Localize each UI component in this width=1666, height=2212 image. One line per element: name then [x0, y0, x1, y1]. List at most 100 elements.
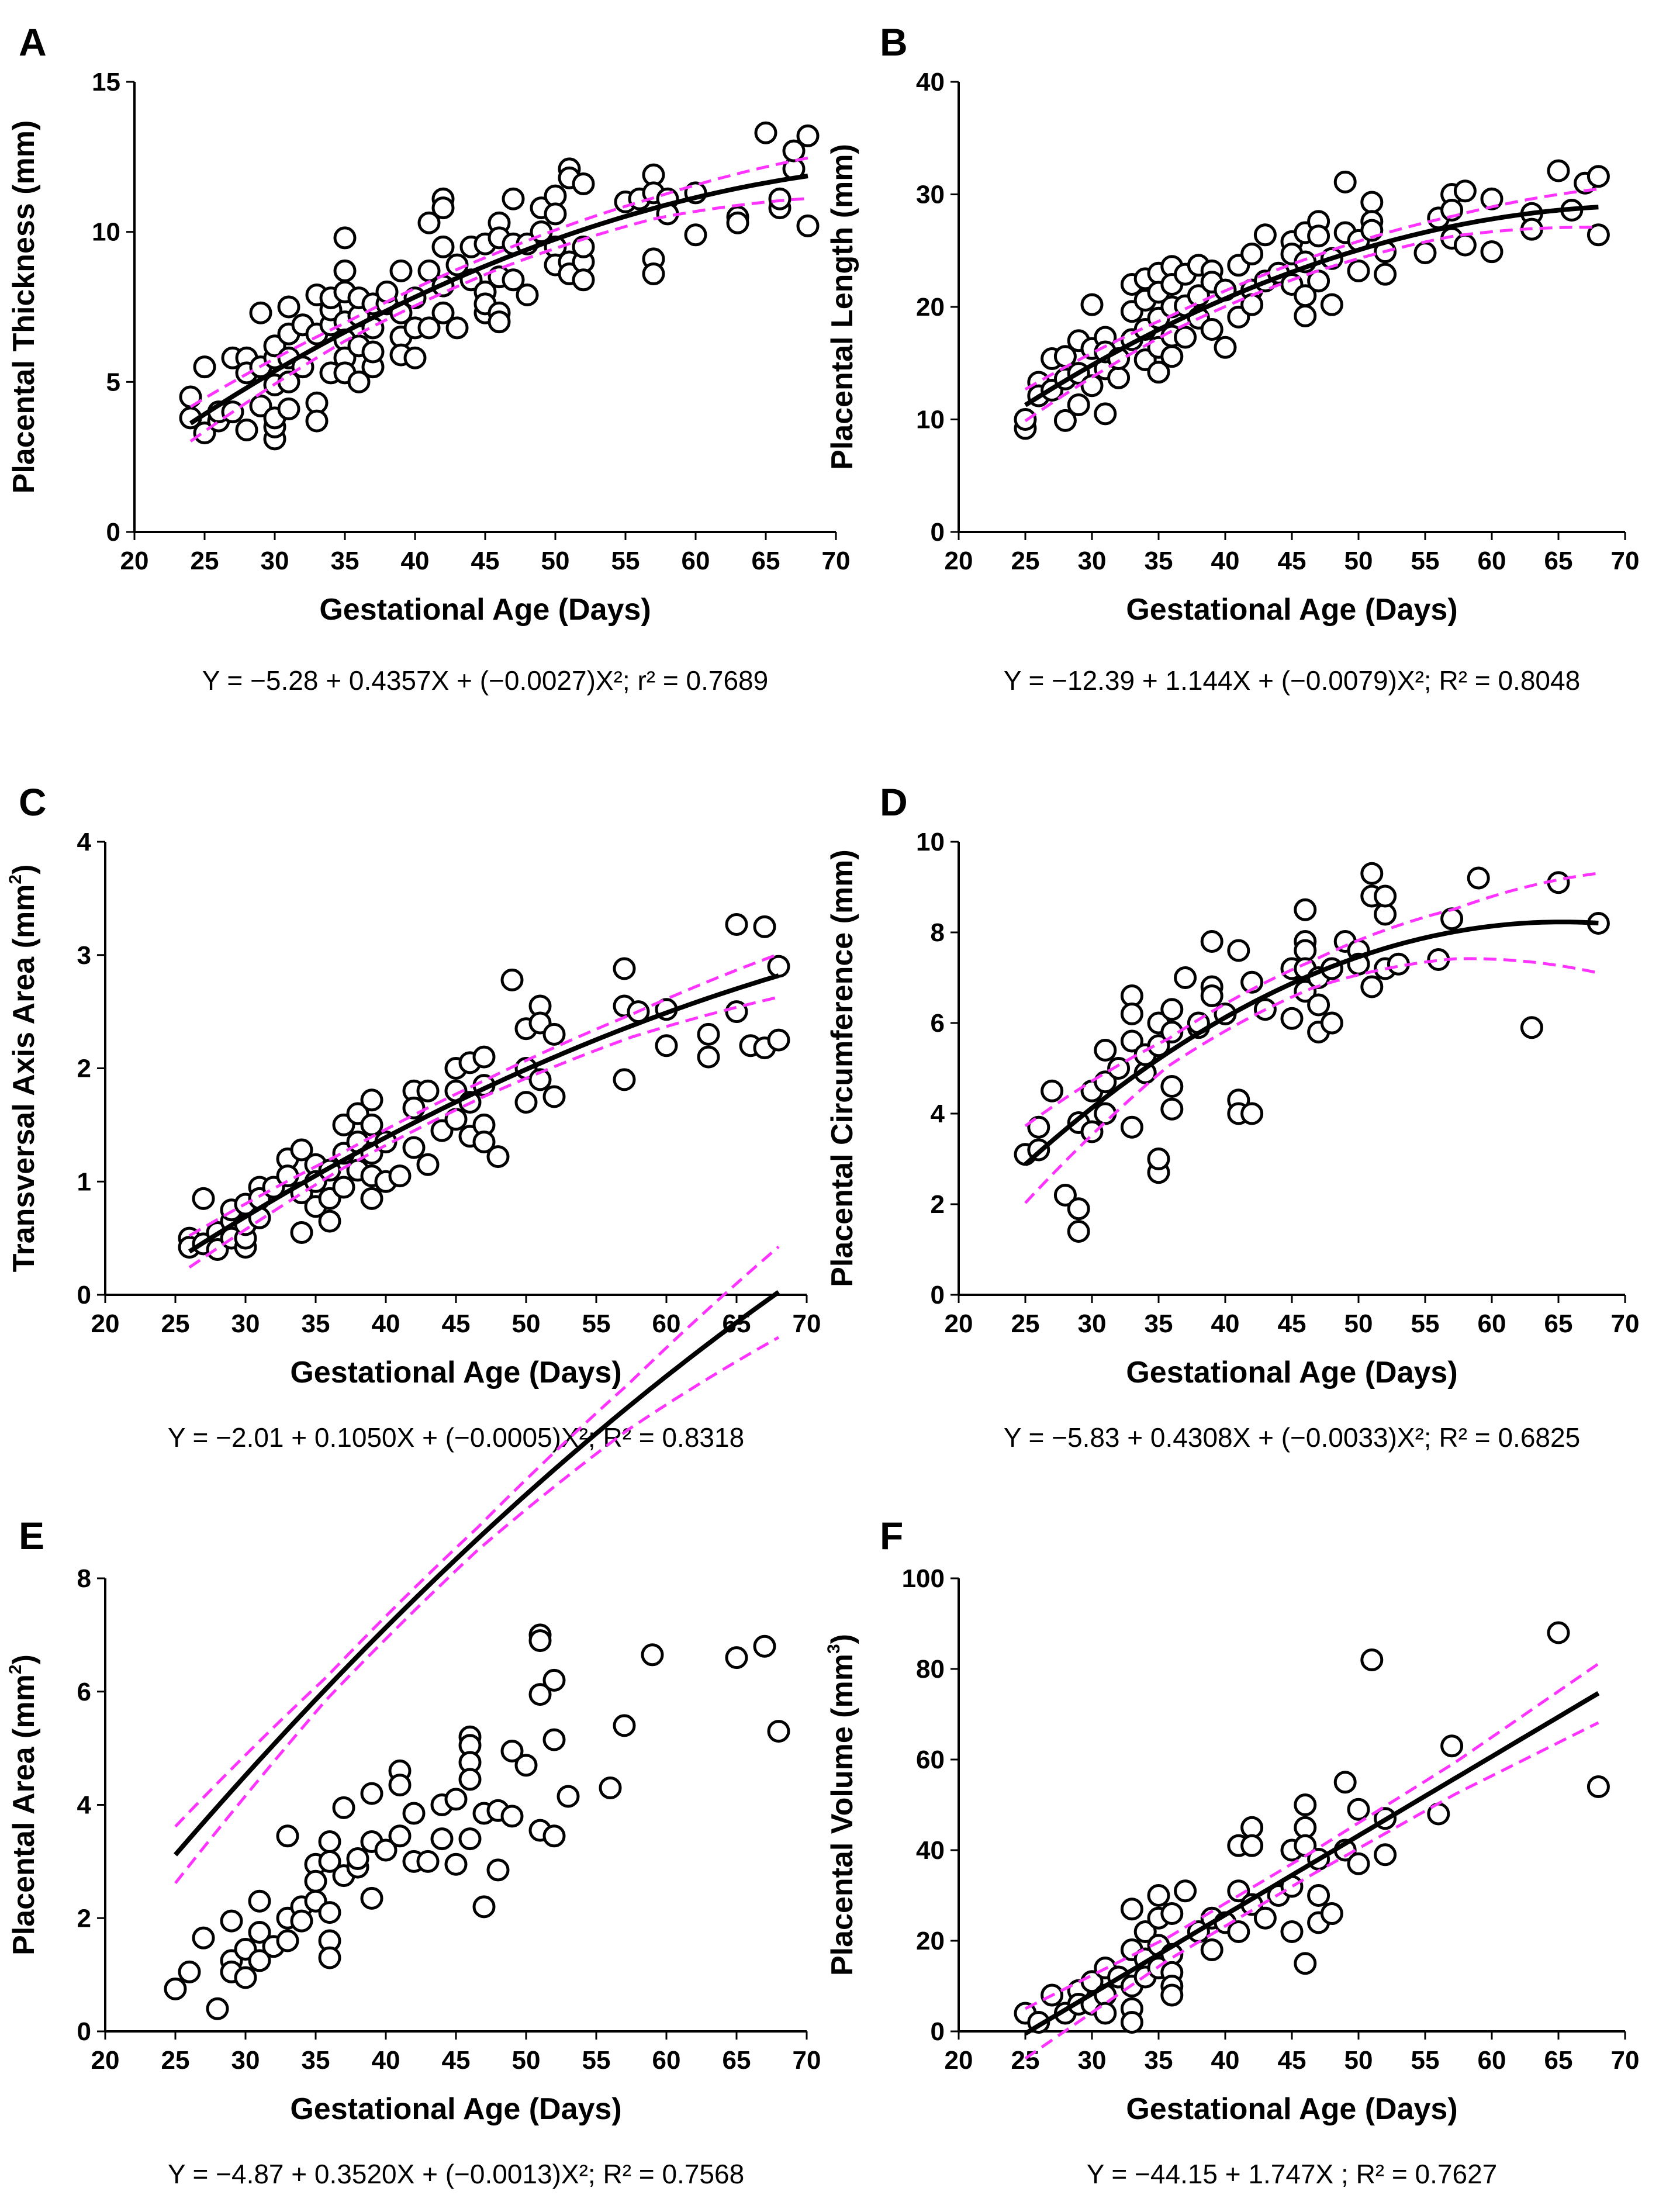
- data-point: [1120, 1029, 1143, 1053]
- y-tick-label: 60: [916, 1746, 945, 1774]
- data-point: [290, 1221, 313, 1244]
- y-axis-title-close: ): [7, 1654, 41, 1664]
- data-point: [641, 1643, 664, 1667]
- y-axis-title-text: Placental Length (mm): [825, 144, 859, 470]
- x-tick-label: 70: [1611, 2046, 1640, 2075]
- regression-equation: Y = −2.01 + 0.1050X + (−0.0005)X²; R² = …: [168, 1422, 744, 1453]
- data-point: [753, 1634, 776, 1658]
- x-tick-label: 60: [652, 1309, 681, 1338]
- data-point: [1080, 1120, 1104, 1143]
- x-axis-title: Gestational Age (Days): [290, 2092, 621, 2126]
- data-point: [1147, 1884, 1170, 1907]
- data-point: [486, 1858, 510, 1882]
- data-point: [1240, 243, 1264, 266]
- x-tick-label: 30: [1078, 1309, 1107, 1338]
- data-point: [1547, 159, 1570, 182]
- x-tick-label: 30: [1078, 547, 1107, 575]
- upper-confidence-line: [189, 156, 808, 409]
- data-point: [192, 1187, 215, 1210]
- x-tick-label: 55: [611, 547, 640, 575]
- y-tick-label: 20: [916, 293, 945, 322]
- data-point: [1067, 1197, 1090, 1221]
- data-point: [1027, 1115, 1050, 1139]
- data-point: [333, 259, 357, 282]
- data-point: [333, 226, 357, 250]
- data-point: [1240, 1834, 1264, 1857]
- data-point: [1467, 866, 1490, 890]
- data-point: [1160, 1075, 1184, 1098]
- data-point: [1120, 1898, 1143, 1921]
- data-point: [248, 1949, 271, 1972]
- panel-letter: E: [19, 1514, 44, 1557]
- data-points: [1014, 862, 1610, 1243]
- regression-fit-line: [173, 1290, 780, 1857]
- y-axis-title: Placental Area (mm2): [6, 1654, 41, 1955]
- data-point: [1227, 1879, 1250, 1903]
- data-point: [488, 310, 511, 334]
- data-point: [1586, 1775, 1610, 1798]
- data-point: [613, 957, 636, 980]
- x-tick-label: 35: [1145, 1309, 1173, 1338]
- y-tick-label: 0: [931, 2017, 945, 2046]
- data-point: [193, 355, 216, 379]
- data-point: [402, 1802, 426, 1825]
- x-tick-label: 45: [1278, 547, 1306, 575]
- data-point: [502, 268, 525, 292]
- data-point: [1280, 1920, 1304, 1943]
- data-point: [1294, 980, 1317, 1003]
- data-point: [431, 196, 455, 220]
- data-point: [1294, 1793, 1317, 1816]
- data-point: [726, 211, 749, 234]
- y-tick-label: 0: [77, 2017, 91, 2046]
- data-point: [361, 340, 385, 364]
- lower-confidence-line: [174, 1336, 780, 1884]
- x-tick-label: 35: [1145, 2046, 1173, 2075]
- data-point: [542, 1728, 566, 1751]
- data-point: [1440, 907, 1464, 931]
- x-tick-label: 70: [1611, 547, 1640, 575]
- data-point: [1374, 262, 1397, 286]
- data-point: [318, 1850, 341, 1873]
- y-axis-title-close: ): [7, 865, 41, 875]
- upper-confidence-line: [174, 1245, 780, 1828]
- data-point: [767, 1028, 790, 1052]
- data-point: [318, 1830, 341, 1853]
- y-axis-title-text: Transversal Axis Area (mm: [7, 884, 41, 1273]
- lower-confidence-line: [189, 197, 808, 443]
- y-axis-title: Placental Circumference (mm): [825, 849, 859, 1287]
- y-tick-label: 40: [916, 68, 945, 96]
- data-point: [1360, 975, 1384, 998]
- x-tick-label: 25: [161, 1309, 190, 1338]
- x-tick-label: 50: [541, 547, 570, 575]
- data-points: [178, 913, 790, 1261]
- data-point: [290, 1138, 313, 1162]
- data-point: [599, 1776, 622, 1799]
- data-point: [1094, 2002, 1117, 2025]
- data-point: [1227, 1920, 1250, 1943]
- y-axis-title-text: Placental Circumference (mm): [825, 849, 859, 1287]
- x-tick-label: 60: [652, 2046, 681, 2075]
- y-tick-label: 6: [77, 1678, 91, 1706]
- data-point: [444, 1852, 468, 1876]
- data-point: [220, 1909, 243, 1933]
- panel-letter: B: [880, 20, 908, 64]
- y-tick-label: 2: [931, 1190, 945, 1219]
- data-point: [248, 1889, 271, 1913]
- x-tick-label: 45: [471, 547, 500, 575]
- y-tick-label: 20: [916, 1927, 945, 1955]
- data-point: [684, 223, 707, 247]
- x-tick-label: 30: [231, 2046, 260, 2075]
- data-point: [1160, 1097, 1184, 1121]
- x-tick-label: 25: [161, 2046, 190, 2075]
- data-point: [796, 214, 820, 237]
- lower-confidence-line: [1024, 226, 1599, 423]
- data-point: [388, 1164, 412, 1188]
- panel-a: A 20 25 30 35 40 45 50 55 60 65 70 0 5 10 15 Gestational…: [7, 20, 850, 696]
- regression-equation: Y = −12.39 + 1.144X + (−0.0079)X²; R² = …: [1004, 665, 1580, 696]
- y-tick-label: 15: [92, 68, 120, 96]
- data-point: [472, 1895, 496, 1919]
- data-point: [1107, 1057, 1131, 1080]
- data-point: [1160, 1021, 1184, 1043]
- x-tick-label: 50: [1344, 547, 1373, 575]
- data-points: [164, 1623, 790, 2020]
